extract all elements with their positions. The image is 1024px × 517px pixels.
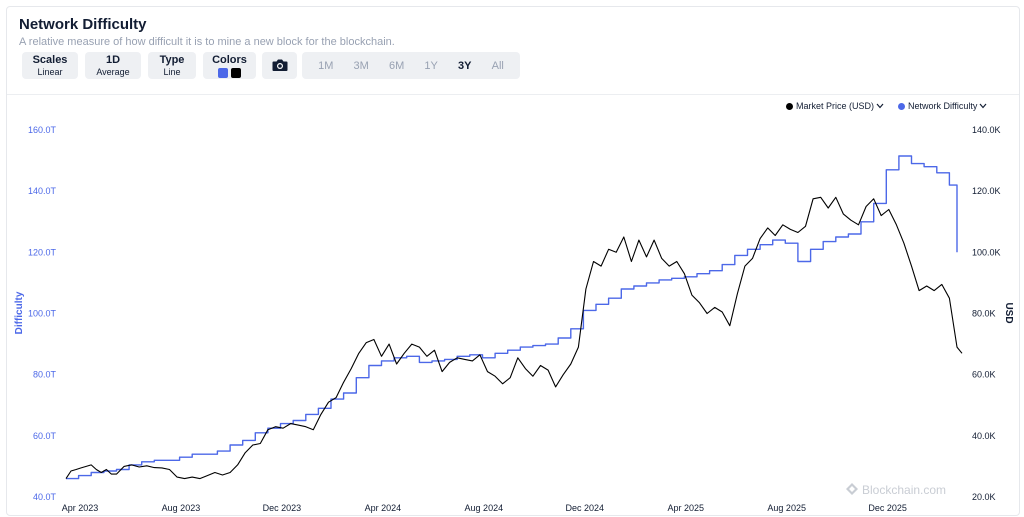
watermark: Blockchain.com bbox=[846, 483, 946, 497]
legend-dot-network-difficulty bbox=[898, 102, 905, 110]
y-left-tick-label: 40.0T bbox=[33, 492, 57, 502]
scales-value: Linear bbox=[37, 67, 63, 77]
average-value: Average bbox=[96, 67, 130, 77]
y-right-tick-label: 140.0K bbox=[972, 125, 1001, 135]
series-line-network-difficulty bbox=[66, 155, 958, 480]
y-left-tick-label: 160.0T bbox=[28, 125, 57, 135]
range-button-6m[interactable]: 6M bbox=[388, 59, 405, 72]
chevron-down-icon bbox=[979, 103, 987, 109]
scales-button[interactable]: Scales Linear bbox=[22, 52, 78, 79]
chevron-down-icon bbox=[876, 103, 884, 109]
y-left-tick-label: 80.0T bbox=[33, 370, 57, 380]
y-left-tick-label: 140.0T bbox=[28, 186, 57, 196]
colors-label: Colors bbox=[212, 54, 247, 66]
y-left-tick-label: 100.0T bbox=[28, 309, 57, 319]
y-right-tick-label: 100.0K bbox=[972, 247, 1001, 257]
page-title: Network Difficulty bbox=[19, 16, 147, 33]
legend-label-market-price: Market Price (USD) bbox=[796, 101, 875, 111]
x-tick-label: Aug 2025 bbox=[767, 503, 806, 513]
y-right-tick-label: 40.0K bbox=[972, 431, 996, 441]
watermark-text: Blockchain.com bbox=[862, 483, 946, 497]
blockchain-logo-icon bbox=[846, 483, 858, 495]
range-button-all[interactable]: All bbox=[491, 59, 504, 72]
camera-icon bbox=[272, 59, 287, 71]
type-button[interactable]: Type Line bbox=[148, 52, 196, 79]
y-right-tick-label: 80.0K bbox=[972, 309, 996, 319]
y-right-tick-label: 20.0K bbox=[972, 492, 996, 502]
x-tick-label: Dec 2023 bbox=[263, 503, 302, 513]
range-button-1m[interactable]: 1M bbox=[318, 59, 334, 72]
colors-button[interactable]: Colors bbox=[203, 52, 256, 79]
x-tick-label: Dec 2024 bbox=[566, 503, 605, 513]
legend-item-market-price[interactable]: Market Price (USD) bbox=[786, 101, 884, 111]
y-axis-right-label: USD bbox=[1003, 302, 1014, 323]
range-button-1y[interactable]: 1Y bbox=[424, 59, 438, 72]
average-label: 1D bbox=[105, 54, 121, 66]
range-button-3m[interactable]: 3M bbox=[353, 59, 369, 72]
x-tick-label: Apr 2025 bbox=[667, 503, 704, 513]
average-button[interactable]: 1D Average bbox=[85, 52, 141, 79]
y-right-tick-label: 120.0K bbox=[972, 186, 1001, 196]
y-left-tick-label: 120.0T bbox=[28, 247, 57, 257]
header-divider bbox=[7, 94, 1019, 95]
range-button-3y[interactable]: 3Y bbox=[458, 59, 472, 72]
legend-label-network-difficulty: Network Difficulty bbox=[908, 101, 978, 111]
page-subtitle: A relative measure of how difficult it i… bbox=[19, 36, 395, 48]
price-color-swatch[interactable] bbox=[231, 68, 241, 78]
x-tick-label: Aug 2024 bbox=[465, 503, 504, 513]
difficulty-color-swatch[interactable] bbox=[218, 68, 228, 78]
series-line-market-price bbox=[65, 196, 963, 480]
screenshot-button[interactable] bbox=[262, 52, 297, 79]
y-left-tick-label: 60.0T bbox=[33, 431, 57, 441]
scales-label: Scales bbox=[32, 54, 68, 66]
time-range-selector: 1M 3M 6M 1Y 3Y All bbox=[302, 52, 520, 79]
x-tick-label: Apr 2023 bbox=[62, 503, 99, 513]
x-tick-label: Apr 2024 bbox=[365, 503, 402, 513]
x-tick-label: Aug 2023 bbox=[162, 503, 201, 513]
legend-item-network-difficulty[interactable]: Network Difficulty bbox=[898, 101, 987, 111]
legend-dot-market-price bbox=[786, 102, 793, 110]
type-label: Type bbox=[159, 54, 185, 66]
y-right-tick-label: 60.0K bbox=[972, 370, 996, 380]
chart-panel bbox=[6, 6, 1020, 516]
y-axis-left-label: Difficulty bbox=[14, 291, 25, 334]
type-value: Line bbox=[163, 67, 181, 77]
x-tick-label: Dec 2025 bbox=[868, 503, 907, 513]
